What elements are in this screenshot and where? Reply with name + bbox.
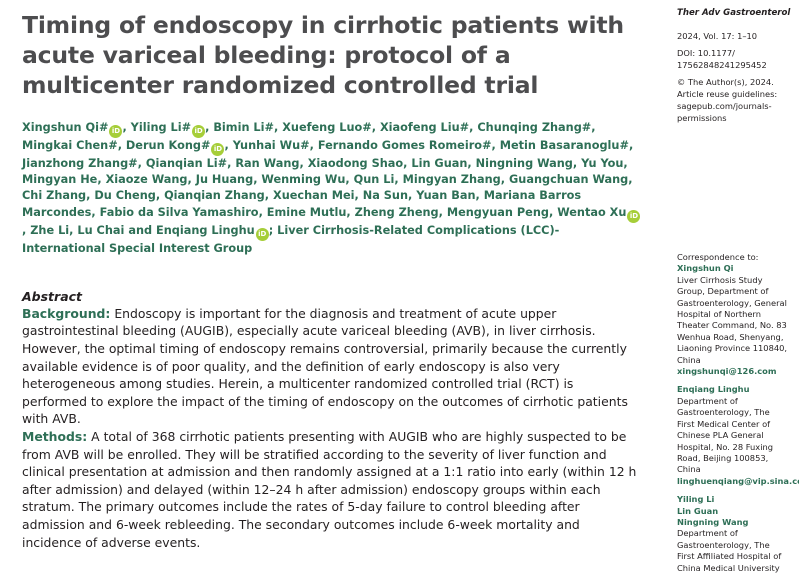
article-meta: 2024, Vol. 17: 1–10 DOI: 10.1177/ 175628…: [677, 30, 777, 124]
author-list: Xingshun Qi# iD, Yiling Li# iD, Bimin Li#,…: [22, 120, 642, 257]
correspondence-block: Correspondence to: Xingshun Qi Liver Cirr…: [677, 252, 799, 574]
contact-address-line: Department of: [677, 395, 738, 406]
author-name: Guangchuan Wang: [509, 173, 629, 187]
author-name: Mengyuan Peng: [446, 205, 549, 219]
abstract-background: Background: Endoscopy is important for t…: [22, 305, 642, 428]
contact-name: Lin Guan: [677, 505, 719, 516]
author-name: Yu You: [581, 157, 624, 170]
contact-address-line: Gastroenterology, General: [677, 297, 787, 308]
author-name: Na Sun: [362, 189, 408, 203]
reuse-link-2[interactable]: permissions: [677, 113, 727, 123]
author-name: Du Cheng: [94, 189, 156, 203]
contact-address-line: First Affiliated Hospital of: [677, 551, 782, 562]
author-name: Lu Chai: [77, 223, 125, 237]
orcid-icon[interactable]: iD: [627, 209, 641, 223]
orcid-icon[interactable]: iD: [255, 227, 269, 241]
orcid-icon[interactable]: iD: [109, 125, 123, 138]
contact-address-line: Gastroenterology, The: [677, 407, 770, 418]
copyright: © The Author(s), 2024.: [677, 77, 774, 87]
contact-address-line: China: [677, 464, 701, 475]
author-name: Emine Mutlu: [266, 205, 347, 219]
author-name: Ningning Wang: [475, 157, 573, 170]
author-name: Liver Cirrhosis-Related Complications (L…: [22, 223, 560, 255]
author-name: Lin Guan: [411, 157, 468, 170]
author-name: Chunqing Zhang#: [477, 121, 592, 134]
doi-label: DOI: 10.1177/: [677, 48, 735, 58]
abstract-heading: Abstract: [22, 288, 83, 304]
author-name: Xingshun Qi#: [22, 121, 109, 134]
author-name: Yiling Li#: [130, 121, 192, 134]
contact-address-line: First Medical Center of: [677, 418, 771, 429]
author-name: Qun Li: [353, 173, 395, 187]
contact-address-line: China: [677, 354, 701, 365]
contact-address-line: Road, Beijing 100853,: [677, 452, 769, 463]
background-label: Background:: [22, 305, 111, 321]
methods-text: A total of 368 cirrhotic patients presen…: [22, 428, 637, 550]
contact-name: Yiling Li: [677, 494, 715, 505]
contact-address-line: China Medical University: [677, 562, 780, 573]
author-name: Derun Kong#: [125, 139, 211, 152]
contact-address-line: Hospital of Northern: [677, 309, 761, 320]
author-name: Xuefeng Luo#: [282, 121, 372, 134]
reuse-label: Article reuse guidelines:: [677, 89, 778, 99]
orcid-icon[interactable]: iD: [211, 143, 225, 156]
volume-info: 2024, Vol. 17: 1–10: [677, 31, 758, 41]
doi-number[interactable]: 17562848241295452: [677, 60, 767, 70]
contact-address-line: Department of: [677, 528, 738, 539]
contact-address-line: Chinese PLA General: [677, 430, 764, 441]
contact-address-line: Wenhua Road, Shenyang,: [677, 331, 784, 342]
author-name: Jianzhong Zhang#: [22, 157, 138, 170]
author-name: Chi Zhang: [22, 189, 87, 203]
author-name: Wentao Xu: [557, 205, 627, 219]
contact-block: Yiling Li Lin Guan Ningning Wang Department…: [677, 487, 799, 574]
contact-address-line: Liaoning Province 110840,: [677, 343, 788, 354]
background-text: Endoscopy is important for the diagnosis…: [22, 305, 628, 427]
author-name: Zheng Zheng: [354, 205, 439, 219]
contact-address-line: Liver Cirrhosis Study: [677, 274, 763, 285]
contact-name: Ningning Wang: [677, 516, 749, 527]
author-name: Mariana Barros Marcondes: [22, 189, 582, 219]
author-name: Ran Wang: [235, 157, 300, 170]
journal-name: Ther Adv Gastroenterol: [677, 8, 791, 18]
author-name: Qianqian Zhang: [164, 189, 265, 203]
contact-block: Enqiang Linghu Department of Gastroenterol…: [677, 377, 799, 487]
author-name: Yuan Ban: [416, 189, 476, 203]
contact-address-line: Hospital, No. 28 Fuxing: [677, 441, 774, 452]
contact-name: Enqiang Linghu: [677, 384, 750, 395]
abstract-methods: Methods: A total of 368 cirrhotic patien…: [22, 428, 642, 551]
author-name: Ju Huang: [195, 173, 254, 187]
author-name: Xiaoze Wang: [105, 173, 188, 187]
correspondence-label: Correspondence to:: [677, 252, 759, 262]
article-title: Timing of endoscopy in cirrhotic patient…: [22, 11, 624, 99]
author-name: Fabio da Silva Yamashiro: [99, 205, 259, 219]
author-name: Xuechan Mei: [273, 189, 355, 203]
author-name: Mingyan Zhang: [402, 173, 501, 187]
article-main: Timing of endoscopy in cirrhotic patient…: [22, 0, 642, 551]
contact-block: Xingshun Qi Liver Cirrhosis Study Group, D…: [677, 263, 799, 377]
author-name: Mingkai Chen#: [22, 139, 118, 152]
contact-address-line: Gastroenterology, The: [677, 539, 770, 550]
author-name: Xiaodong Shao: [307, 157, 404, 170]
contact-name: Xingshun Qi: [677, 263, 734, 274]
contact-email[interactable]: linghuenqiang@vip.sina.com: [677, 475, 799, 486]
author-name: Xiaofeng Liu#: [379, 121, 470, 134]
author-name: Mingyan He: [22, 173, 98, 187]
author-name: Zhe Li: [30, 223, 70, 237]
contact-address-line: Theater Command, No. 83: [677, 320, 787, 331]
author-name: Qianqian Li#: [145, 157, 228, 170]
author-name: Wenming Wu: [261, 173, 346, 187]
methods-label: Methods:: [22, 428, 88, 444]
author-name: Bimin Li#: [213, 121, 274, 134]
author-name: Fernando Gomes Romeiro#: [317, 139, 492, 152]
author-name: Enqiang Linghu: [156, 223, 255, 237]
orcid-icon[interactable]: iD: [192, 125, 206, 138]
author-name: Yunhai Wu#: [232, 139, 310, 152]
reuse-link-1[interactable]: sagepub.com/journals-: [677, 101, 772, 111]
contact-address-line: Group, Department of: [677, 286, 769, 297]
contact-email[interactable]: xingshunqi@126.com: [677, 366, 777, 377]
author-name: Metin Basaranoglu#: [499, 139, 629, 152]
